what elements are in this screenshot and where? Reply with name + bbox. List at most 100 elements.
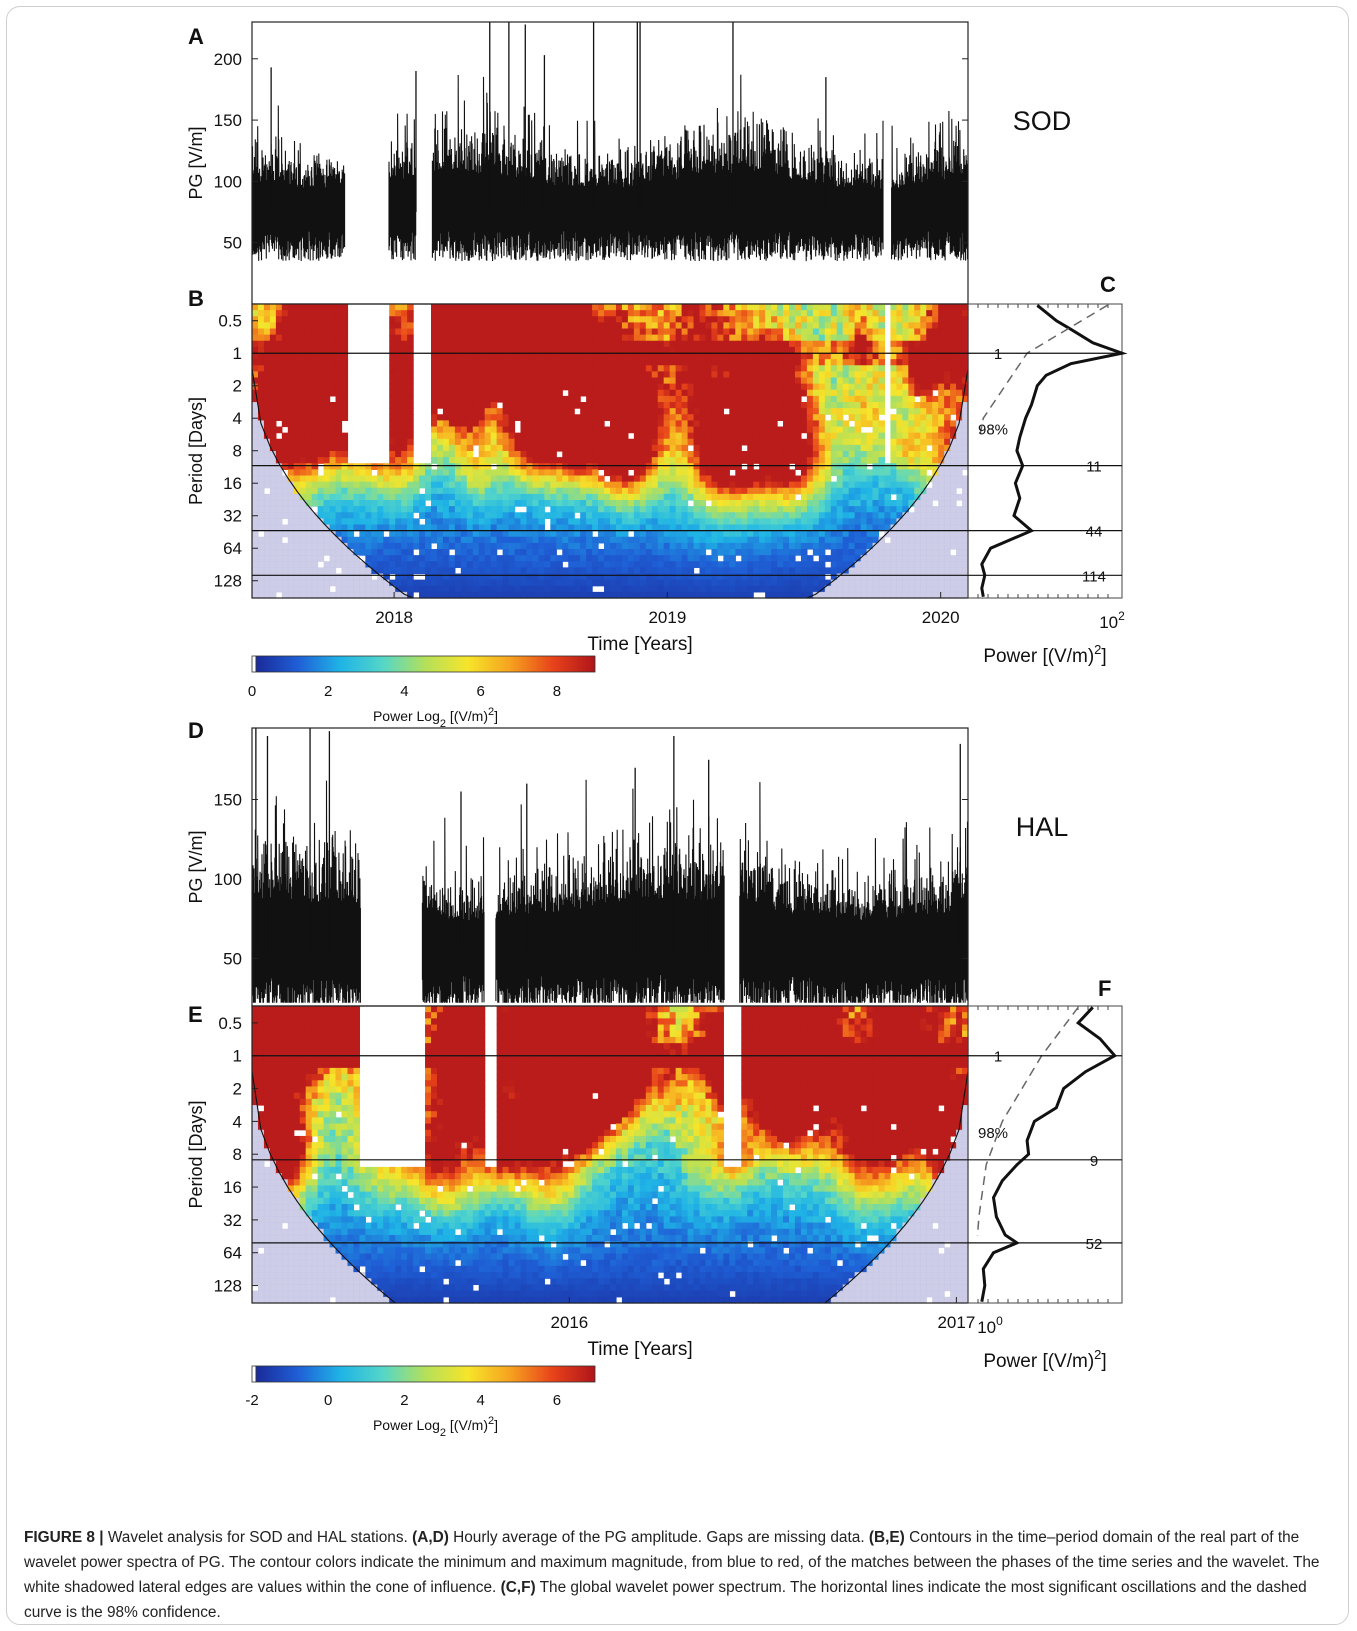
- heatmap-cell: [586, 555, 593, 562]
- heatmap-cell: [263, 469, 271, 477]
- heatmap-cell: [377, 469, 384, 477]
- heatmap-cell: [723, 353, 730, 360]
- heatmap-cell: [442, 542, 450, 550]
- heatmap-cell: [836, 353, 844, 360]
- heatmap-cell: [568, 555, 575, 562]
- heatmap-cell: [705, 371, 713, 379]
- heatmap-cell: [371, 579, 378, 587]
- heatmap-cell: [311, 585, 319, 593]
- heatmap-cell: [252, 359, 259, 366]
- heatmap-cell: [872, 475, 880, 483]
- heatmap-cell: [263, 346, 271, 354]
- heatmap-cell: [311, 389, 319, 397]
- heatmap-cell: [878, 542, 886, 550]
- heatmap-cell: [836, 426, 844, 434]
- heatmap-cell: [568, 585, 575, 593]
- heatmap-cell: [753, 432, 760, 440]
- heatmap-cell: [777, 457, 784, 464]
- heatmap-cell: [866, 414, 874, 421]
- heatmap-cell: [269, 414, 277, 421]
- heatmap-cell: [705, 530, 713, 538]
- heatmap-cell: [395, 591, 402, 599]
- heatmap-cell: [478, 573, 486, 581]
- heatmap-cell: [401, 353, 408, 360]
- heatmap-cell: [490, 334, 498, 342]
- heatmap-cell: [466, 426, 474, 434]
- heatmap-cell: [872, 561, 880, 568]
- heatmap-cell: [729, 493, 736, 501]
- heatmap-cell: [478, 536, 486, 544]
- heatmap-cell: [281, 310, 289, 317]
- heatmap-cell: [747, 414, 754, 421]
- heatmap-cell: [914, 340, 921, 348]
- heatmap-cell: [401, 371, 408, 379]
- heatmap-cell: [484, 371, 492, 379]
- heatmap-cell: [615, 561, 623, 568]
- heatmap-cell: [448, 579, 456, 587]
- heatmap-cell: [329, 475, 337, 483]
- heatmap-cell: [669, 346, 677, 354]
- heatmap-cell: [621, 524, 629, 532]
- heatmap-cell: [705, 444, 713, 452]
- heatmap-cell: [669, 579, 677, 587]
- heatmap-cell: [878, 365, 886, 372]
- heatmap-cell: [735, 371, 742, 379]
- heatmap-cell: [436, 371, 444, 379]
- heatmap-cell: [329, 389, 337, 397]
- heatmap-cell: [442, 353, 450, 360]
- heatmap-cell: [914, 438, 921, 446]
- heatmap-cell: [711, 542, 718, 550]
- heatmap-cell: [466, 524, 474, 532]
- heatmap-cell: [454, 451, 462, 458]
- heatmap-cell: [902, 310, 909, 317]
- heatmap-cell: [902, 457, 909, 464]
- heatmap-cell: [550, 432, 557, 440]
- heatmap-cell: [389, 371, 396, 379]
- heatmap-cell: [293, 549, 301, 556]
- heatmap-cell: [902, 493, 909, 501]
- heatmap-cell: [335, 463, 343, 470]
- heatmap-cell: [514, 536, 522, 544]
- heatmap-cell: [753, 549, 760, 556]
- heatmap-cell: [484, 304, 492, 311]
- heatmap-cell: [902, 549, 909, 556]
- heatmap-cell: [836, 475, 844, 483]
- heatmap-cell: [454, 383, 462, 391]
- heatmap-cell: [789, 530, 796, 538]
- heatmap-cell: [878, 512, 886, 519]
- heatmap-cell: [812, 438, 820, 446]
- heatmap-cell: [311, 487, 319, 495]
- heatmap-cell: [317, 487, 325, 495]
- heatmap-cell: [693, 371, 701, 379]
- heatmap-cell: [765, 383, 772, 391]
- heatmap-cells: [252, 304, 969, 599]
- heatmap-cell: [645, 481, 653, 489]
- heatmap-cell: [765, 365, 772, 372]
- heatmap-cell: [663, 469, 671, 477]
- heatmap-cell: [914, 469, 921, 477]
- heatmap-cell: [687, 591, 695, 599]
- heatmap-cell: [783, 346, 790, 354]
- heatmap-cell: [317, 408, 325, 415]
- heatmap-cell: [574, 518, 581, 526]
- heatmap-cell: [717, 487, 724, 495]
- heatmap-cell: [890, 310, 897, 317]
- heatmap-cell: [532, 304, 539, 311]
- heatmap-cell: [401, 340, 408, 348]
- heatmap-cell: [448, 334, 456, 342]
- heatmap-cell: [789, 389, 796, 397]
- heatmap-cell: [830, 414, 838, 421]
- heatmap-cell: [478, 500, 486, 507]
- heatmap-cell: [902, 316, 909, 323]
- heatmap-cell: [532, 561, 539, 568]
- heatmap-cell: [848, 585, 856, 593]
- heatmap-cell: [836, 432, 844, 440]
- heatmap-cell: [335, 469, 343, 477]
- heatmap-cell: [257, 487, 265, 495]
- heatmap-cell: [914, 371, 921, 379]
- heatmap-cell: [681, 530, 689, 538]
- heatmap-cell: [693, 487, 701, 495]
- heatmap-cell: [693, 524, 701, 532]
- heatmap-cell: [699, 512, 707, 519]
- heatmap-cell: [353, 591, 360, 599]
